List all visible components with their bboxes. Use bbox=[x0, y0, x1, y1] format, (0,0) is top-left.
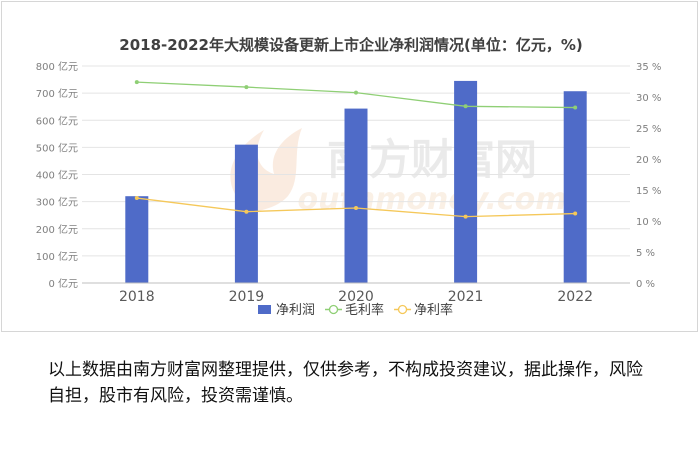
x-tick-label: 2019 bbox=[229, 289, 265, 305]
y-right-tick-label: 0 % bbox=[636, 279, 655, 290]
point bbox=[134, 80, 139, 85]
y-right-tick-label: 20 % bbox=[636, 155, 661, 166]
y-right-tick-label: 30 % bbox=[636, 93, 661, 104]
chart-frame: 2018-2022年大规模设备更新上市企业净利润情况(单位：亿元，%) 南方财富… bbox=[1, 1, 698, 332]
bars-series bbox=[125, 80, 587, 284]
y-axis-right: 0 % 5 % 10 % 15 % 20 % 25 % 30 % 35 % bbox=[636, 62, 661, 290]
chart-title: 2018-2022年大规模设备更新上市企业净利润情况(单位：亿元，%) bbox=[119, 36, 582, 54]
y-left-tick-label: 0 亿元 bbox=[48, 277, 78, 290]
legend-label: 毛利率 bbox=[345, 302, 384, 318]
series-line bbox=[136, 81, 576, 109]
point bbox=[573, 211, 578, 216]
legend-marker bbox=[328, 304, 339, 315]
y-left-tick-label: 500 亿元 bbox=[36, 141, 78, 154]
point bbox=[573, 105, 578, 110]
point bbox=[244, 85, 249, 90]
x-tick-label: 2018 bbox=[119, 289, 155, 305]
point bbox=[463, 214, 468, 219]
y-right-tick-label: 15 % bbox=[636, 186, 661, 197]
y-left-tick-label: 600 亿元 bbox=[36, 114, 78, 127]
legend-bar-swatch bbox=[258, 305, 271, 314]
y-left-tick-label: 700 亿元 bbox=[36, 87, 78, 100]
y-left-tick-label: 800 亿元 bbox=[36, 60, 78, 73]
point bbox=[463, 104, 468, 109]
y-left-tick-label: 400 亿元 bbox=[36, 169, 78, 182]
x-tick-label: 2021 bbox=[448, 289, 484, 305]
lines-series bbox=[134, 80, 578, 219]
y-right-tick-label: 10 % bbox=[636, 217, 661, 228]
y-left-tick-label: 200 亿元 bbox=[36, 223, 78, 236]
watermark: 南方财富网 outhmoney.com bbox=[230, 128, 567, 217]
bar bbox=[344, 108, 368, 284]
bar bbox=[454, 80, 478, 283]
x-tick-label: 2020 bbox=[338, 289, 374, 305]
watermark-en: outhmoney.com bbox=[297, 182, 566, 217]
legend-marker bbox=[397, 304, 408, 315]
bar bbox=[125, 196, 149, 283]
combo-chart: 2018-2022年大规模设备更新上市企业净利润情况(单位：亿元，%) 南方财富… bbox=[36, 36, 662, 318]
legend-label: 净利率 bbox=[414, 302, 453, 318]
bar bbox=[234, 144, 258, 283]
x-axis: 2018 2019 2020 2021 2022 bbox=[82, 282, 630, 305]
point bbox=[134, 196, 139, 201]
y-left-tick-label: 300 亿元 bbox=[36, 196, 78, 209]
point bbox=[354, 205, 358, 210]
point bbox=[354, 90, 358, 95]
point bbox=[244, 209, 249, 214]
disclaimer-text: 以上数据由南方财富网整理提供，仅供参考，不构成投资建议，据此操作，风险自担，股市… bbox=[48, 360, 643, 406]
bar bbox=[563, 91, 587, 283]
legend-label: 净利润 bbox=[276, 303, 315, 318]
x-tick-label: 2022 bbox=[557, 289, 593, 305]
y-axis-left: 0 亿元 100 亿元 200 亿元 300 亿元 400 亿元 500 亿元 600 亿元… bbox=[36, 60, 78, 290]
y-left-tick-label: 100 亿元 bbox=[36, 250, 78, 263]
y-right-tick-label: 25 % bbox=[636, 124, 661, 135]
y-right-tick-label: 35 % bbox=[636, 62, 661, 73]
legend: 净利润 毛利率 净利率 bbox=[258, 302, 453, 318]
y-right-tick-label: 5 % bbox=[636, 248, 655, 259]
